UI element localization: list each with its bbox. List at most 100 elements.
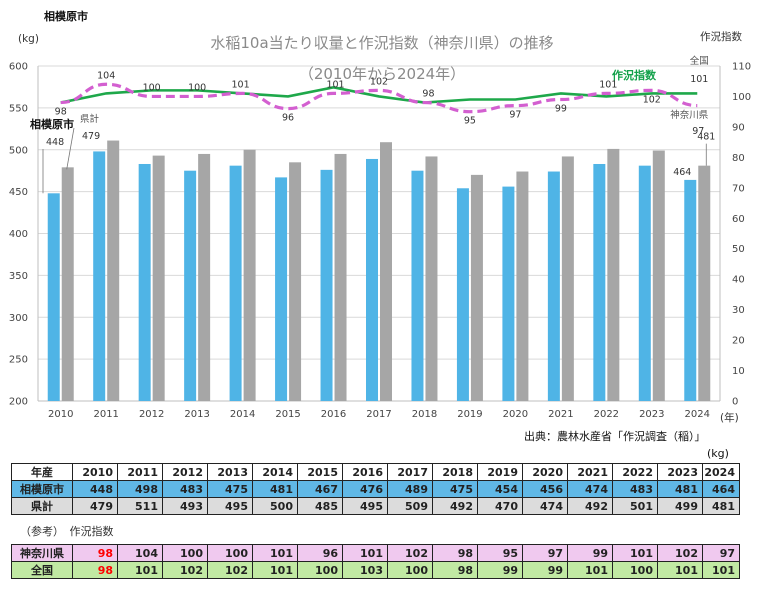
chart-area: 相模原市 水稲10a当たり収量と作況指数（神奈川県）の推移 （2010年から20… (9, 9, 751, 424)
city-title: 相模原市 (44, 9, 88, 23)
y-right-tick-label: 0 (732, 397, 738, 408)
city-cell: 456 (522, 480, 568, 498)
x-tick-label: 2012 (139, 409, 164, 420)
table-unit: (kg) (707, 447, 729, 460)
year-cell: 2022 (612, 463, 658, 481)
y-right-tick-label: 10 (732, 366, 745, 377)
kanagawa-cell: 97 (702, 544, 740, 562)
kanagawa-row-header: 神奈川県 (11, 544, 73, 562)
kanagawa-data-label: 96 (282, 113, 294, 124)
bar-pref (334, 153, 347, 401)
national-cell: 100 (387, 561, 433, 579)
bar-city (93, 151, 106, 401)
city-cell: 498 (117, 480, 163, 498)
bar-city (684, 179, 697, 401)
x-tick-label: 2017 (366, 409, 391, 420)
year-cell: 2013 (207, 463, 253, 481)
pref-cell: 500 (252, 497, 298, 515)
pref-cell: 470 (477, 497, 523, 515)
city-cell: 464 (702, 480, 740, 498)
bar-city (638, 165, 651, 401)
city-cell: 475 (432, 480, 478, 498)
kanagawa-cell: 97 (522, 544, 568, 562)
x-tick-label: 2018 (412, 409, 437, 420)
right-axis-unit: 作況指数 (700, 30, 742, 43)
city-cell: 467 (297, 480, 343, 498)
national-cell: 101 (117, 561, 163, 579)
national-index-label: 作況指数 (612, 68, 657, 82)
year-cell: 2016 (342, 463, 388, 481)
kanagawa-cell: 104 (117, 544, 163, 562)
x-tick-label: 2014 (230, 409, 255, 420)
x-tick-label: 2019 (457, 409, 482, 420)
x-tick-label: 2024 (685, 409, 710, 420)
national-last-value: 101 (690, 74, 708, 85)
bar-pref (61, 167, 74, 401)
bar-city (456, 188, 469, 401)
pref-cell: 495 (207, 497, 253, 515)
bar-pref (516, 171, 529, 401)
kanagawa-cell: 95 (477, 544, 523, 562)
bar-city (593, 163, 606, 401)
kanagawa-data-label: 98 (422, 89, 434, 100)
city-cell: 481 (657, 480, 703, 498)
y-right-tick-label: 60 (732, 214, 745, 225)
city-cell: 454 (477, 480, 523, 498)
year-cell: 2010 (72, 463, 118, 481)
bar-city (502, 186, 515, 401)
chart-title: 水稲10a当たり収量と作況指数（神奈川県）の推移 (210, 34, 553, 52)
left-axis-unit: (kg) (18, 33, 39, 45)
kanagawa-last-value: 97 (692, 126, 704, 137)
kanagawa-data-label: 102 (643, 94, 661, 105)
national-cell: 102 (207, 561, 253, 579)
yield-table: 年産 2010 2011 2012 2013 2014 2015 2016 20… (11, 463, 740, 515)
bar-city (366, 158, 378, 401)
national-row-header: 全国 (11, 561, 73, 579)
y-left-tick-label: 500 (9, 145, 28, 156)
kanagawa-cell: 98 (72, 544, 118, 562)
y-left-tick-label: 550 (9, 103, 28, 114)
bar-city (47, 193, 60, 401)
y-right-tick-label: 80 (732, 153, 745, 164)
kanagawa-data-label: 101 (232, 79, 250, 90)
bar-pref (380, 142, 392, 401)
national-cell: 99 (522, 561, 568, 579)
y-right-tick-label: 30 (732, 305, 745, 316)
kanagawa-cell: 100 (207, 544, 253, 562)
year-cell: 2024 (702, 463, 740, 481)
year-cell: 2017 (387, 463, 433, 481)
y-left-tick-label: 400 (9, 229, 28, 240)
source-note: 出典：農林水産省「作況調査（稲）」 (524, 430, 706, 443)
bar-city (275, 177, 288, 401)
city-cell: 489 (387, 480, 433, 498)
bar-pref (561, 156, 574, 401)
year-cell: 2020 (522, 463, 568, 481)
kanagawa-cell: 101 (342, 544, 388, 562)
table-row-pref: 県計 479 511 493 495 500 485 495 509 492 4… (11, 497, 740, 515)
bar-pref (470, 174, 483, 401)
city-cell: 483 (612, 480, 658, 498)
city-cell: 475 (207, 480, 253, 498)
x-tick-label: 2013 (184, 409, 209, 420)
year-cell: 2014 (252, 463, 298, 481)
kanagawa-cell: 101 (612, 544, 658, 562)
plot-area: 200 250 300 350 400 450 500 550 600 0 10 20 30 40 50 60… (9, 55, 751, 420)
city-row-header: 相模原市 (11, 480, 73, 498)
bar-pref (289, 162, 302, 401)
kanagawa-data-label: 99 (555, 104, 567, 115)
pref-cell: 481 (702, 497, 740, 515)
kanagawa-data-label: 101 (599, 79, 617, 90)
national-cell: 98 (432, 561, 478, 579)
city-series-label: 相模原市 (30, 117, 74, 131)
national-cell: 102 (162, 561, 208, 579)
kanagawa-cell: 101 (252, 544, 298, 562)
year-cell: 2019 (477, 463, 523, 481)
city-cell: 483 (162, 480, 208, 498)
y-left-tick-label: 200 (9, 397, 28, 408)
pref-cell: 501 (612, 497, 658, 515)
x-tick-label: 2021 (548, 409, 573, 420)
x-axis-unit: (年) (720, 411, 739, 424)
bar-pref (425, 156, 438, 401)
city-cell: 448 (72, 480, 118, 498)
y-left-tick-label: 350 (9, 271, 28, 282)
